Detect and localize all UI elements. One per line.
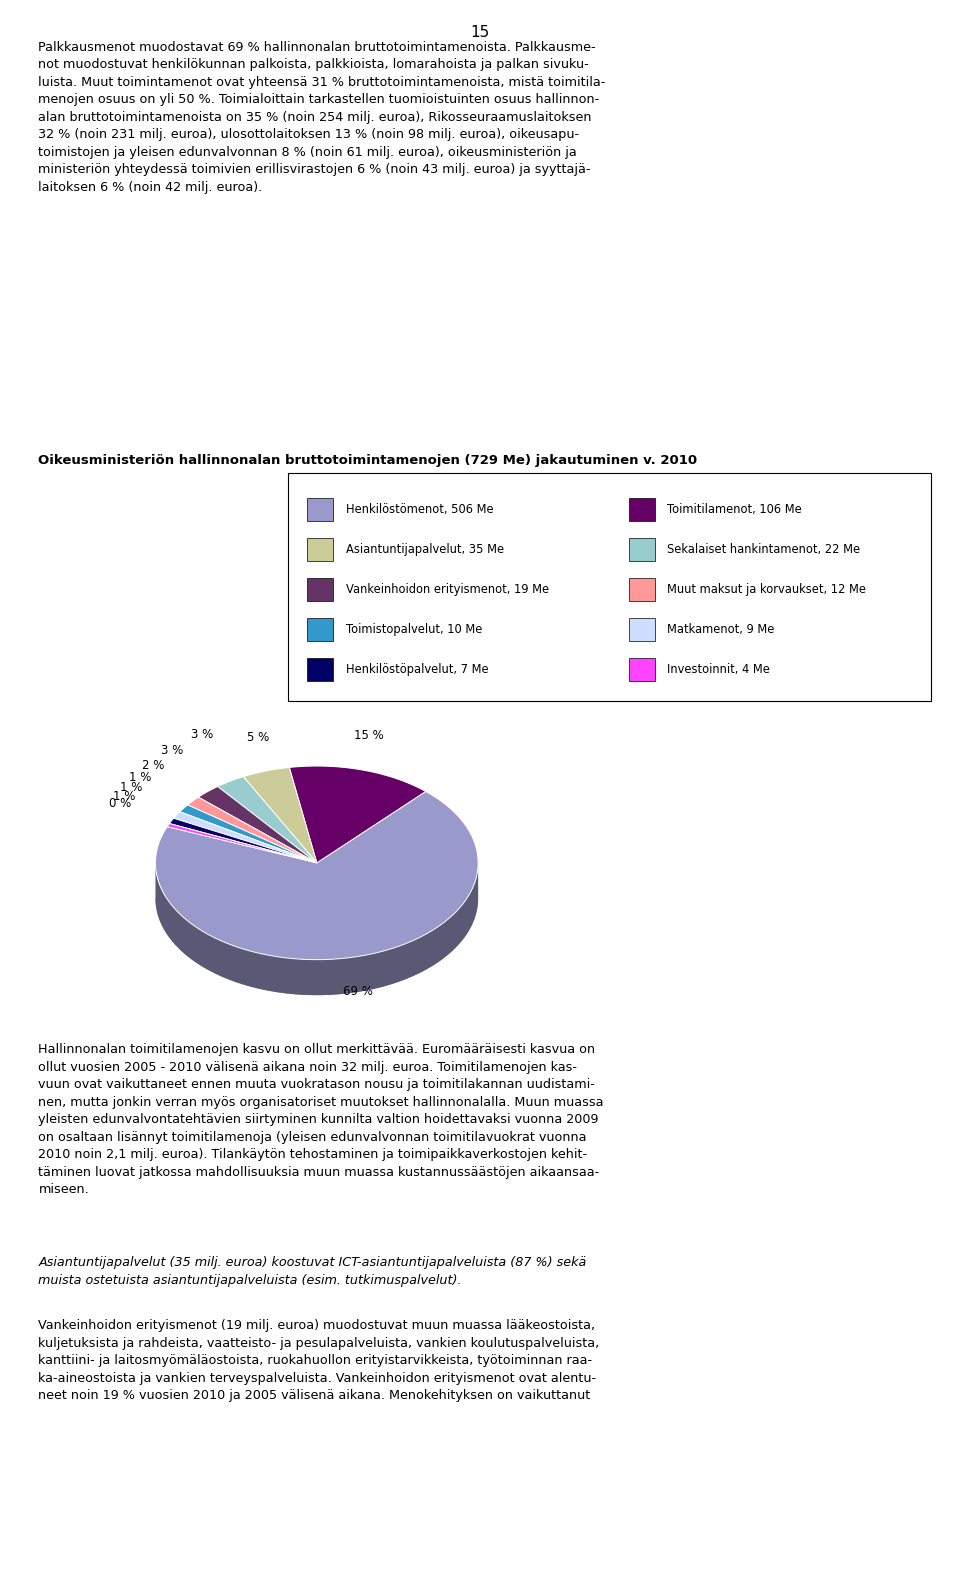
Bar <box>307 657 333 681</box>
Text: 15 %: 15 % <box>354 730 384 742</box>
Text: Investoinnit, 4 Me: Investoinnit, 4 Me <box>667 663 770 676</box>
Polygon shape <box>156 791 478 960</box>
Text: Oikeusministeriön hallinnonalan bruttotoimintamenojen (729 Me) jakautuminen v. 2: Oikeusministeriön hallinnonalan bruttoto… <box>38 454 698 466</box>
Text: 15: 15 <box>470 25 490 41</box>
Text: 1 %: 1 % <box>130 771 152 783</box>
Text: Hallinnonalan toimitilamenojen kasvu on ollut merkittävää. Euromääräisesti kasvu: Hallinnonalan toimitilamenojen kasvu on … <box>38 1043 604 1196</box>
Text: Matkamenot, 9 Me: Matkamenot, 9 Me <box>667 623 775 635</box>
Bar <box>307 618 333 641</box>
Polygon shape <box>199 786 317 864</box>
Text: Henkilöstömenot, 506 Me: Henkilöstömenot, 506 Me <box>346 503 493 515</box>
Text: 3 %: 3 % <box>161 744 183 758</box>
Bar <box>629 537 655 561</box>
Text: Palkkausmenot muodostavat 69 % hallinnonalan bruttotoimintamenoista. Palkkausme-: Palkkausmenot muodostavat 69 % hallinnon… <box>38 41 606 194</box>
Text: 2 %: 2 % <box>141 760 164 772</box>
Polygon shape <box>180 805 317 864</box>
Text: 1 %: 1 % <box>113 791 135 804</box>
Polygon shape <box>169 818 317 864</box>
Text: Toimitilamenot, 106 Me: Toimitilamenot, 106 Me <box>667 503 803 515</box>
Polygon shape <box>156 898 478 994</box>
Bar <box>307 537 333 561</box>
Text: Henkilöstöpalvelut, 7 Me: Henkilöstöpalvelut, 7 Me <box>346 663 489 676</box>
Polygon shape <box>174 812 317 864</box>
Polygon shape <box>167 824 317 864</box>
Bar <box>629 618 655 641</box>
Text: Vankeinhoidon erityismenot, 19 Me: Vankeinhoidon erityismenot, 19 Me <box>346 583 549 596</box>
Text: Sekalaiset hankintamenot, 22 Me: Sekalaiset hankintamenot, 22 Me <box>667 542 860 556</box>
Polygon shape <box>289 766 425 864</box>
Bar <box>629 498 655 520</box>
Polygon shape <box>187 797 317 864</box>
Polygon shape <box>218 777 317 864</box>
FancyBboxPatch shape <box>288 473 931 701</box>
Bar <box>307 498 333 520</box>
Text: Asiantuntijapalvelut, 35 Me: Asiantuntijapalvelut, 35 Me <box>346 542 504 556</box>
Bar <box>629 578 655 600</box>
Text: 3 %: 3 % <box>191 728 213 741</box>
Bar <box>629 657 655 681</box>
Text: Asiantuntijapalvelut (35 milj. euroa) koostuvat ICT-asiantuntijapalveluista (87 : Asiantuntijapalvelut (35 milj. euroa) ko… <box>38 1256 587 1286</box>
Text: 5 %: 5 % <box>247 731 269 744</box>
Text: Toimistopalvelut, 10 Me: Toimistopalvelut, 10 Me <box>346 623 482 635</box>
Text: 0 %: 0 % <box>109 797 132 810</box>
Polygon shape <box>244 768 317 864</box>
Text: 69 %: 69 % <box>343 985 372 999</box>
Text: 1 %: 1 % <box>120 782 142 794</box>
Polygon shape <box>156 862 478 994</box>
Text: Muut maksut ja korvaukset, 12 Me: Muut maksut ja korvaukset, 12 Me <box>667 583 867 596</box>
Text: Vankeinhoidon erityismenot (19 milj. euroa) muodostuvat muun muassa lääkeostoist: Vankeinhoidon erityismenot (19 milj. eur… <box>38 1319 600 1403</box>
Bar <box>307 578 333 600</box>
